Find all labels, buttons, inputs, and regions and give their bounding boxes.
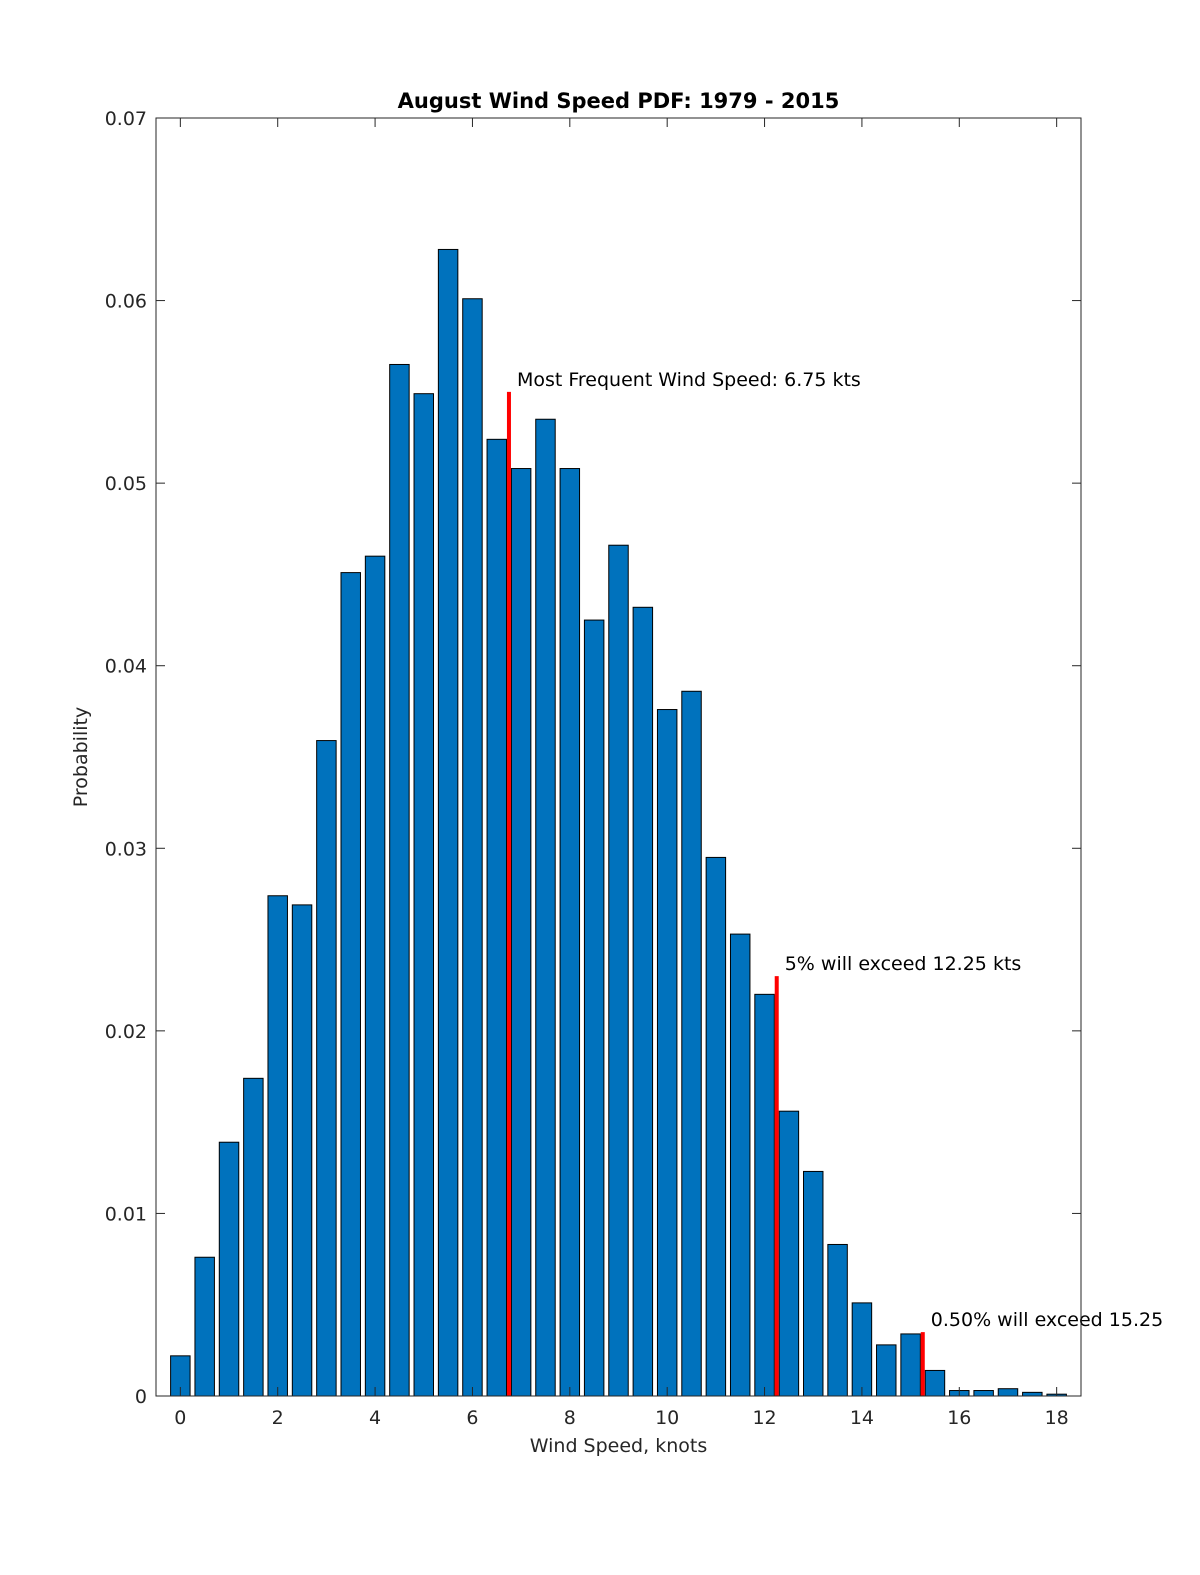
bar — [364, 555, 386, 1397]
x-tick-label: 16 — [947, 1407, 971, 1429]
bar — [194, 1256, 215, 1397]
y-tick-label: 0.04 — [105, 656, 147, 678]
x-tick-label: 8 — [564, 1407, 576, 1429]
bar — [291, 904, 313, 1397]
markers-group: Most Frequent Wind Speed: 6.75 kts 5% wil… — [506, 369, 1163, 1396]
bar — [778, 1110, 800, 1397]
labels-group: 0 2 4 6 8 10 12 14 16 18 0 0.01 0.02 0.03 0.04 0.05 0.06… — [105, 108, 1069, 1429]
x-tick-label: 10 — [655, 1407, 679, 1429]
bar — [243, 1077, 264, 1397]
bar — [437, 248, 459, 1397]
marker-annotation: 5% will exceed 12.25 kts — [785, 953, 1022, 975]
bar — [583, 619, 605, 1397]
x-tick-label: 14 — [850, 1407, 874, 1429]
bar — [535, 418, 556, 1397]
plot-frame — [155, 117, 1082, 1397]
bar — [681, 690, 702, 1397]
y-tick-label: 0.05 — [105, 473, 147, 495]
bar — [316, 740, 337, 1397]
bar — [267, 895, 288, 1397]
y-tick-label: 0.06 — [105, 291, 147, 313]
bar — [876, 1344, 897, 1397]
x-tick-label: 12 — [752, 1407, 776, 1429]
x-tick-label: 6 — [466, 1407, 478, 1429]
x-tick-label: 4 — [369, 1407, 381, 1429]
y-tick-label: 0.02 — [105, 1021, 147, 1043]
x-tick-label: 2 — [272, 1407, 284, 1429]
x-axis-label: Wind Speed, knots — [530, 1435, 707, 1457]
y-tick-label: 0 — [135, 1386, 147, 1408]
bar — [973, 1390, 994, 1397]
bar — [851, 1302, 873, 1397]
bar — [900, 1333, 921, 1397]
bar — [608, 544, 629, 1397]
bar — [559, 468, 581, 1397]
bar — [924, 1369, 946, 1397]
x-tick-label: 0 — [174, 1407, 186, 1429]
ticks-group — [156, 117, 1081, 1397]
bar — [218, 1141, 240, 1397]
y-tick-label: 0.01 — [105, 1203, 147, 1225]
bar — [827, 1243, 848, 1397]
bar — [997, 1388, 1019, 1397]
bar — [486, 438, 508, 1397]
y-tick-label: 0.03 — [105, 838, 147, 860]
bar — [729, 933, 751, 1397]
bar — [340, 572, 361, 1397]
chart-title: August Wind Speed PDF: 1979 - 2015 — [398, 89, 840, 113]
y-axis-label: Probability — [70, 707, 92, 807]
bar — [389, 363, 410, 1397]
bar — [413, 393, 434, 1397]
bar — [462, 298, 483, 1397]
bar — [510, 468, 532, 1397]
bar — [656, 709, 678, 1397]
bar — [1022, 1391, 1043, 1397]
bar — [803, 1170, 824, 1397]
bars-group — [170, 248, 1067, 1397]
marker-annotation: Most Frequent Wind Speed: 6.75 kts — [517, 369, 861, 391]
marker-annotation: 0.50% will exceed 15.25 — [931, 1309, 1163, 1331]
bar — [705, 856, 727, 1397]
x-tick-label: 18 — [1045, 1407, 1069, 1429]
bar — [632, 606, 654, 1397]
bar — [754, 993, 775, 1397]
y-tick-label: 0.07 — [105, 108, 147, 130]
